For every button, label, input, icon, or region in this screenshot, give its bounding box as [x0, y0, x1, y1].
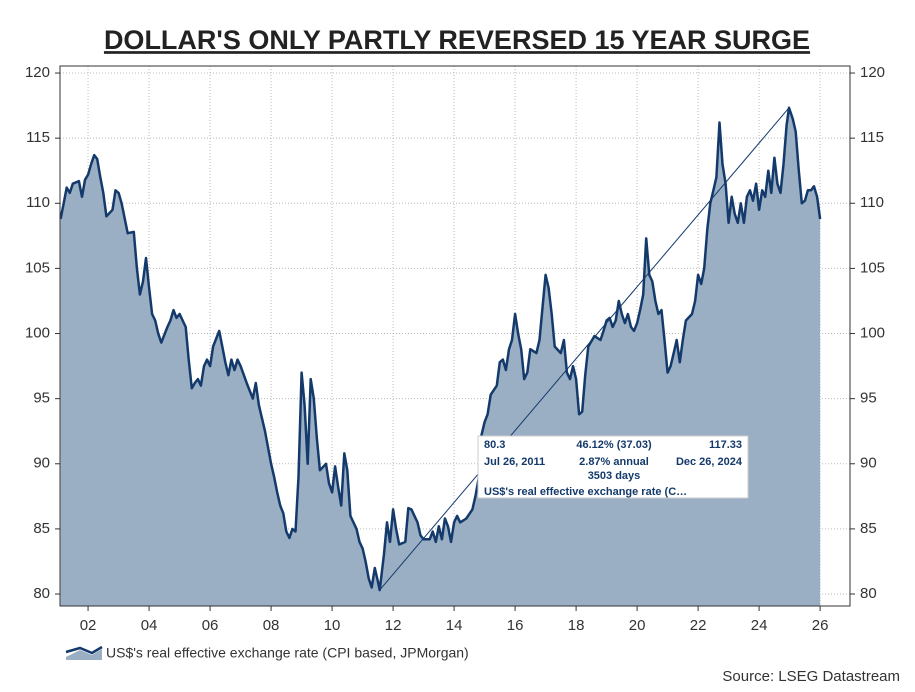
annotation-text: 3503 days [588, 470, 641, 482]
y-tick-label: 85 [33, 520, 50, 537]
line [59, 106, 822, 592]
x-tick-label: 22 [690, 617, 707, 634]
y-tick-label: 120 [25, 64, 50, 81]
trend-line [379, 107, 790, 591]
annotation-text: US$'s real effective exchange rate (C… [484, 486, 687, 498]
y-tick-label: 110 [26, 194, 50, 211]
x-tick-label: 10 [324, 617, 341, 634]
source: Source: LSEG Datastream [722, 668, 900, 685]
y-tick-label: 95 [33, 390, 50, 407]
annotation-background [477, 435, 749, 499]
x-tick-label: 12 [385, 617, 402, 634]
y-tick-label: 90 [33, 455, 50, 472]
annotation-text: 2.87% annual [579, 456, 649, 468]
y-tick-label: 80 [33, 585, 50, 602]
y2-tick-label: 90 [860, 455, 877, 472]
y-tick-label: 105 [25, 259, 50, 276]
y2-tick-label: 95 [860, 390, 877, 407]
x-tick-label: 14 [446, 617, 463, 634]
y2-tick-label: 80 [860, 585, 877, 602]
x-tick-label: 26 [812, 617, 829, 634]
plot-frame [59, 65, 851, 607]
x-tick-label: 06 [202, 617, 219, 634]
x-tick-label: 18 [568, 617, 585, 634]
legend-label: US$'s real effective exchange rate (CPI … [106, 645, 469, 661]
legend-swatch-line [65, 645, 103, 655]
annotation-text: 117.33 [709, 439, 742, 451]
y2-tick-label: 115 [860, 129, 884, 146]
y-tick-label: 100 [25, 324, 50, 341]
x-tick-label: 02 [80, 617, 97, 634]
y2-tick-label: 120 [860, 64, 885, 81]
y2-tick-label: 85 [860, 520, 877, 537]
x-tick-label: 16 [507, 617, 524, 634]
y-tick-label: 115 [26, 129, 50, 146]
annotation-box: 80.3 46.12% (37.03) 117.33 Jul 26, 2011 2.87… [477, 435, 749, 499]
annotation-text: Jul 26, 2011 [484, 456, 545, 468]
chart-title: DOLLAR'S ONLY PARTLY REVERSED 15 YEAR SU… [104, 25, 810, 55]
x-tick-label: 24 [751, 617, 768, 634]
y2-tick-label: 100 [860, 324, 885, 341]
annotation-text: Dec 26, 2024 [676, 456, 743, 468]
x-tick-label: 20 [629, 617, 646, 634]
legend-swatch [66, 649, 102, 660]
x-tick-label: 08 [263, 617, 280, 634]
y2-tick-label: 110 [860, 194, 884, 211]
annotation-text: 46.12% (37.03) [576, 439, 652, 451]
y2-tick-label: 105 [860, 259, 885, 276]
x-tick-label: 04 [141, 617, 158, 634]
annotation-text: 80.3 [484, 439, 505, 451]
